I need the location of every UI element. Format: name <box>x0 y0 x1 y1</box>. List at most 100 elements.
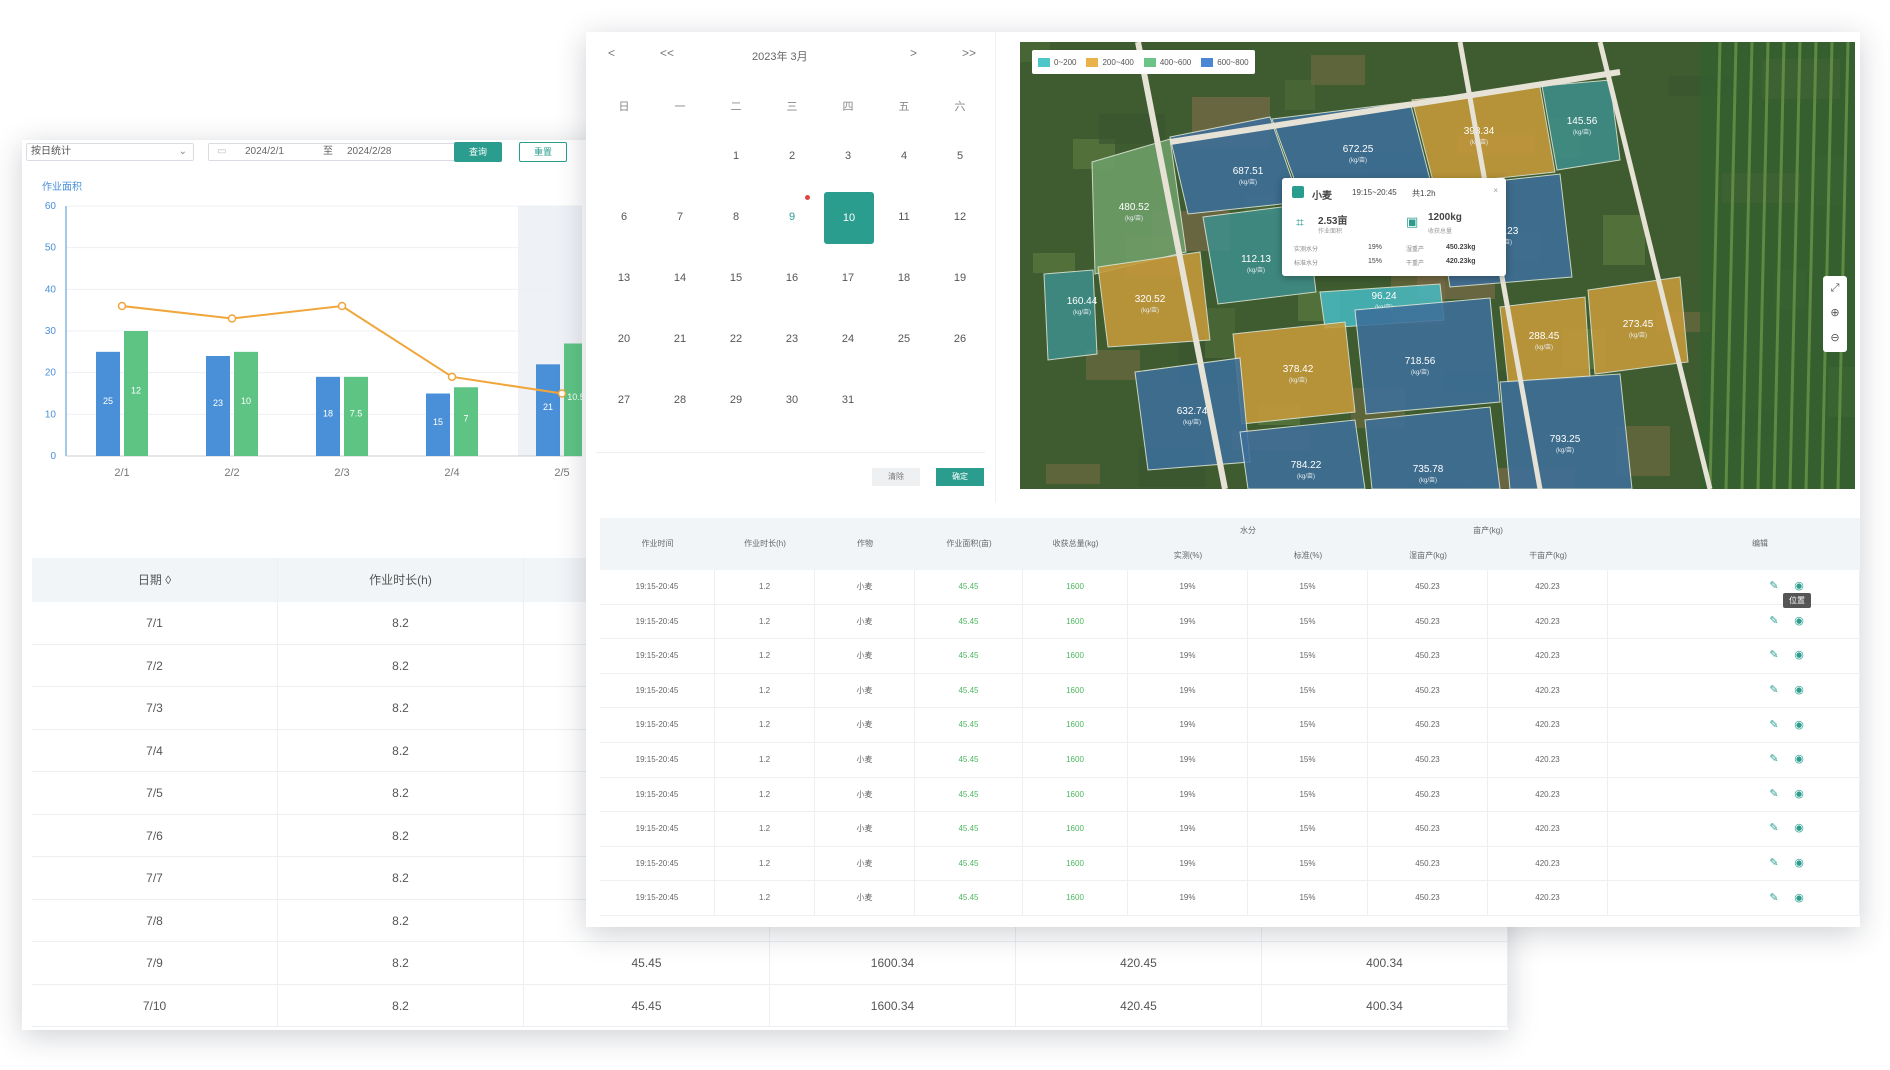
field-map[interactable]: 687.51 (kg/亩) 672.25 (kg/亩) 398.34 (kg/亩) 145.… <box>1020 42 1855 489</box>
bar-label: 21 <box>543 402 553 412</box>
locate-icon[interactable]: ◉ <box>1794 718 1804 731</box>
edit-icon[interactable]: ✎ <box>1769 580 1779 593</box>
bar[interactable] <box>206 356 230 456</box>
line-point[interactable] <box>227 314 237 323</box>
calendar-day[interactable]: 1 <box>732 150 740 162</box>
locate-icon[interactable]: ◉ <box>1794 891 1804 904</box>
calendar-day[interactable]: 26 <box>953 333 967 345</box>
edit-icon[interactable]: ✎ <box>1769 787 1779 800</box>
field-yield-label: 480.52 <box>1119 202 1150 213</box>
legend-label: 400~600 <box>1159 57 1192 67</box>
table-cell: 8.2 <box>278 602 524 644</box>
field-yield-label: 793.25 <box>1550 434 1581 445</box>
calendar-day[interactable]: 4 <box>900 150 908 162</box>
line-point[interactable] <box>117 301 127 311</box>
calendar-day[interactable]: 22 <box>729 333 743 345</box>
bar[interactable] <box>124 331 148 456</box>
bar[interactable] <box>344 376 368 456</box>
fullscreen-icon[interactable]: ⤢ <box>1830 282 1840 294</box>
field-parcel[interactable] <box>1499 373 1633 489</box>
calendar-day-selected[interactable]: 10 <box>824 192 874 244</box>
edit-icon[interactable]: ✎ <box>1769 753 1779 766</box>
edit-icon[interactable]: ✎ <box>1769 614 1779 627</box>
calendar-day[interactable]: 24 <box>841 333 855 345</box>
popup-duration: 共1.2h <box>1412 189 1436 198</box>
field-parcel[interactable] <box>1541 79 1621 171</box>
calendar-day[interactable]: 30 <box>785 394 799 406</box>
close-icon[interactable]: × <box>1493 186 1498 195</box>
confirm-button[interactable]: 确定 <box>936 468 984 486</box>
legend-item: 400~600 <box>1143 57 1192 67</box>
field-parcel[interactable] <box>1043 269 1098 361</box>
reset-button[interactable]: 重置 <box>519 142 567 162</box>
calendar-day[interactable]: 12 <box>953 211 967 223</box>
calendar-day[interactable]: 17 <box>841 272 855 284</box>
field-parcel[interactable] <box>1364 406 1501 489</box>
bar[interactable] <box>234 351 258 456</box>
calendar-day[interactable]: 8 <box>732 211 740 223</box>
locate-icon[interactable]: ◉ <box>1794 822 1804 835</box>
bar[interactable] <box>536 364 560 456</box>
calendar-day[interactable]: 20 <box>617 333 631 345</box>
calendar-day[interactable]: 2 <box>788 150 796 162</box>
table-cell: 15% <box>1248 777 1368 812</box>
calendar-day[interactable]: 6 <box>620 211 628 223</box>
edit-icon[interactable]: ✎ <box>1769 684 1779 697</box>
calendar-day[interactable]: 18 <box>897 272 911 284</box>
zoom-in-icon[interactable]: ⊕ <box>1830 307 1840 319</box>
table-cell: 1.2 <box>715 639 815 673</box>
prev-year-button[interactable]: << <box>660 46 675 60</box>
calendar-day[interactable]: 3 <box>844 150 852 162</box>
calendar-day[interactable]: 9 <box>788 211 796 223</box>
calendar-day[interactable]: 25 <box>897 333 911 345</box>
edit-icon[interactable]: ✎ <box>1769 857 1779 870</box>
locate-icon[interactable]: ◉ <box>1794 684 1804 697</box>
calendar-day[interactable]: 16 <box>785 272 799 284</box>
field-parcel[interactable] <box>1354 297 1501 415</box>
bar[interactable] <box>454 387 478 456</box>
calendar-day[interactable]: 31 <box>841 394 855 406</box>
edit-icon[interactable]: ✎ <box>1769 822 1779 835</box>
locate-icon[interactable]: ◉ <box>1794 614 1804 627</box>
bar[interactable] <box>316 376 340 456</box>
edit-icon[interactable]: ✎ <box>1769 718 1779 731</box>
calendar-day[interactable]: 7 <box>676 211 684 223</box>
next-year-button[interactable]: >> <box>962 46 977 60</box>
zoom-out-icon[interactable]: ⊖ <box>1830 332 1840 344</box>
calendar-day[interactable]: 19 <box>953 272 967 284</box>
calendar-day[interactable]: 23 <box>785 333 799 345</box>
line-point[interactable] <box>557 389 567 398</box>
calendar-day[interactable]: 28 <box>673 394 687 406</box>
event-dot <box>805 195 810 200</box>
edit-icon[interactable]: ✎ <box>1769 649 1779 662</box>
next-month-button[interactable]: > <box>910 46 918 60</box>
locate-icon[interactable]: ◉ <box>1794 753 1804 766</box>
bar[interactable] <box>426 393 450 457</box>
query-button[interactable]: 查询 <box>454 142 502 162</box>
field-unit-label: (kg/亩) <box>1349 156 1367 164</box>
edit-icon[interactable]: ✎ <box>1769 891 1779 904</box>
field-unit-label: (kg/亩) <box>1419 476 1437 484</box>
calendar-day[interactable]: 15 <box>729 272 743 284</box>
calendar-day[interactable]: 5 <box>956 150 964 162</box>
locate-icon[interactable]: ◉ <box>1794 580 1804 593</box>
line-point[interactable] <box>337 301 347 311</box>
line-point[interactable] <box>447 372 457 382</box>
calendar-day[interactable]: 29 <box>729 394 743 406</box>
calendar-day[interactable]: 13 <box>617 272 631 284</box>
clear-button[interactable]: 清除 <box>872 468 920 486</box>
locate-icon[interactable]: ◉ <box>1794 857 1804 870</box>
calendar-day[interactable]: 11 <box>898 211 910 223</box>
stat-mode-select[interactable]: 按日统计 ⌄ <box>26 143 194 161</box>
date-range-picker[interactable]: ▭ 2024/2/1 至 2024/2/28 <box>208 143 460 161</box>
locate-icon[interactable]: ◉ <box>1794 787 1804 800</box>
prev-month-button[interactable]: < <box>608 46 616 60</box>
weekday-label: 二 <box>730 101 742 113</box>
bar[interactable] <box>96 351 120 456</box>
popup-r2-value: 15% <box>1368 258 1383 265</box>
locate-icon[interactable]: ◉ <box>1794 649 1804 662</box>
calendar-day[interactable]: 21 <box>673 333 687 345</box>
field-parcel[interactable] <box>1239 419 1366 489</box>
calendar-day[interactable]: 27 <box>617 394 631 406</box>
calendar-day[interactable]: 14 <box>673 272 687 284</box>
